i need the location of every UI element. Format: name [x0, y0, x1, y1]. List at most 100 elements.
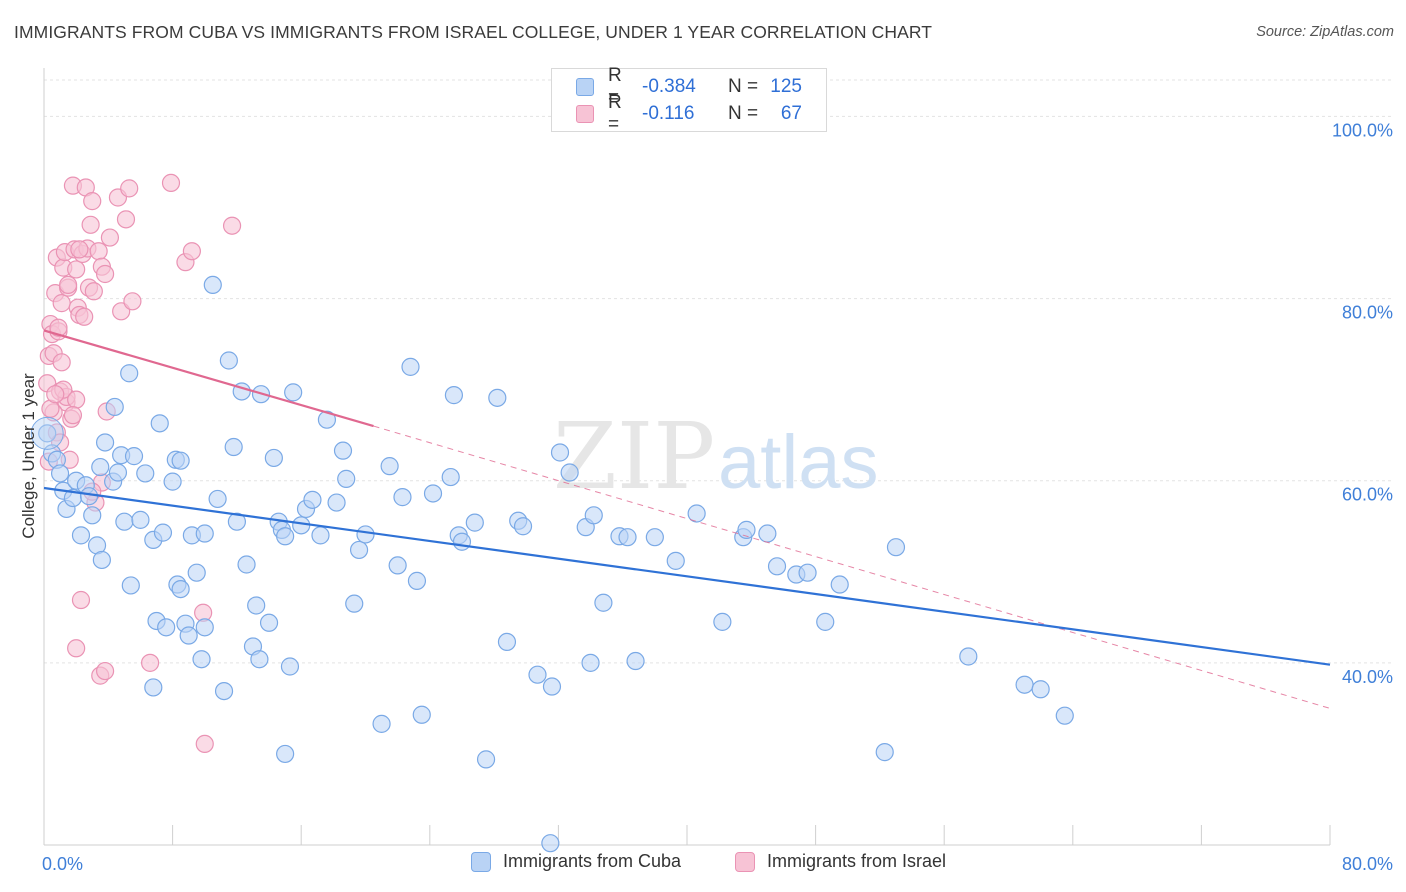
n-label: N =: [728, 76, 759, 97]
cuba-point: [163, 472, 182, 491]
cuba-point: [798, 563, 817, 582]
watermark-zip: ZIP: [553, 403, 715, 510]
cuba-point: [292, 516, 311, 535]
cuba-point: [227, 512, 246, 531]
cuba-point: [327, 493, 346, 512]
cuba-point: [423, 484, 443, 503]
israel-point: [182, 242, 201, 261]
legend-label-cuba: Immigrants from Cuba: [503, 851, 682, 871]
cuba-point: [179, 626, 198, 645]
watermark-atlas: atlas: [718, 420, 879, 505]
source-label: Source: ZipAtlas.com: [1256, 24, 1394, 40]
cuba-point: [372, 714, 391, 733]
cuba-point: [441, 467, 460, 487]
israel-point: [84, 282, 103, 301]
legend-item-israel: Immigrants from Israel: [735, 851, 946, 872]
cuba-point: [108, 463, 128, 482]
cuba-point: [337, 469, 356, 488]
y-tick-label: 80.0%: [1342, 303, 1393, 323]
cuba-point: [875, 743, 894, 762]
n-value: 67: [780, 103, 802, 124]
cuba-point: [276, 744, 295, 764]
israel-point: [67, 639, 86, 658]
series-legend: Immigrants from Cuba Immigrants from Isr…: [0, 851, 1406, 877]
cuba-point: [594, 593, 613, 612]
cuba-point: [153, 523, 173, 542]
cuba-point: [224, 437, 243, 457]
cuba-point: [412, 705, 431, 724]
cuba-point: [311, 526, 330, 545]
cuba-point: [584, 506, 603, 525]
cuba-point: [618, 528, 637, 547]
israel-point: [59, 275, 78, 295]
cuba-point: [959, 647, 978, 666]
r-label: R =: [608, 92, 622, 135]
cuba-point: [192, 650, 211, 669]
cuba-point: [830, 575, 849, 594]
cuba-point: [115, 512, 134, 531]
israel-point: [100, 228, 120, 247]
cuba-point: [259, 613, 279, 632]
cuba-point: [120, 364, 139, 383]
correlation-legend: R = -0.384 N = 125 R = -0.116 N = 67: [551, 65, 827, 135]
israel-point: [46, 385, 65, 404]
grid-lines: [44, 79, 1394, 664]
israel-point: [120, 179, 139, 198]
cuba-point: [1031, 680, 1050, 699]
cuba-points: [30, 275, 1074, 853]
cuba-point: [1055, 706, 1074, 725]
cuba-point: [393, 488, 412, 507]
israel-point: [83, 192, 102, 211]
cuba-point: [317, 410, 337, 429]
cuba-point: [250, 650, 269, 669]
cuba-point: [737, 520, 756, 539]
cuba-point: [83, 506, 102, 525]
israel-point: [140, 653, 160, 672]
cuba-point: [303, 490, 322, 509]
cuba-point: [513, 517, 533, 536]
cuba-point: [886, 538, 906, 557]
cuba-point: [356, 525, 375, 544]
cuba-point: [203, 275, 222, 295]
cuba-point: [687, 504, 706, 523]
cuba-point: [284, 383, 303, 402]
cuba-point: [144, 678, 163, 697]
cuba-point: [349, 540, 369, 560]
cuba-swatch: [471, 851, 491, 872]
r-value: -0.384: [642, 76, 696, 97]
israel-point: [95, 264, 115, 284]
israel-point: [222, 216, 242, 235]
cuba-point: [560, 463, 579, 482]
cuba-point: [388, 556, 407, 575]
israel-point: [123, 292, 142, 311]
cuba-point: [79, 487, 99, 506]
x-tick-label-max: 80.0%: [1342, 854, 1393, 874]
israel-trend-extension: [373, 425, 1331, 709]
cuba-point: [542, 677, 562, 696]
israel-point: [63, 406, 83, 425]
cuba-point: [333, 441, 353, 460]
cuba-point: [219, 351, 238, 370]
cuba-point: [666, 551, 685, 570]
cuba-point: [136, 464, 155, 483]
cuba-point: [401, 357, 420, 376]
r-label: R =: [608, 65, 622, 108]
israel-swatch: [735, 851, 755, 872]
israel-point: [161, 173, 181, 193]
x-tick-label-min: 0.0%: [42, 854, 83, 874]
cuba-point: [581, 653, 600, 672]
y-tick-label: 60.0%: [1342, 485, 1393, 505]
y-tick-label: 100.0%: [1332, 120, 1393, 140]
cuba-point: [528, 665, 547, 684]
cuba-point: [195, 524, 214, 543]
cuba-point: [91, 457, 110, 477]
cuba-point: [767, 557, 787, 576]
cuba-point: [50, 464, 70, 483]
cuba-point: [264, 448, 283, 468]
cuba-point: [476, 750, 496, 769]
israel-point: [116, 210, 136, 229]
cuba-point: [488, 388, 507, 407]
israel-point: [81, 215, 100, 234]
cuba-point: [105, 397, 124, 417]
